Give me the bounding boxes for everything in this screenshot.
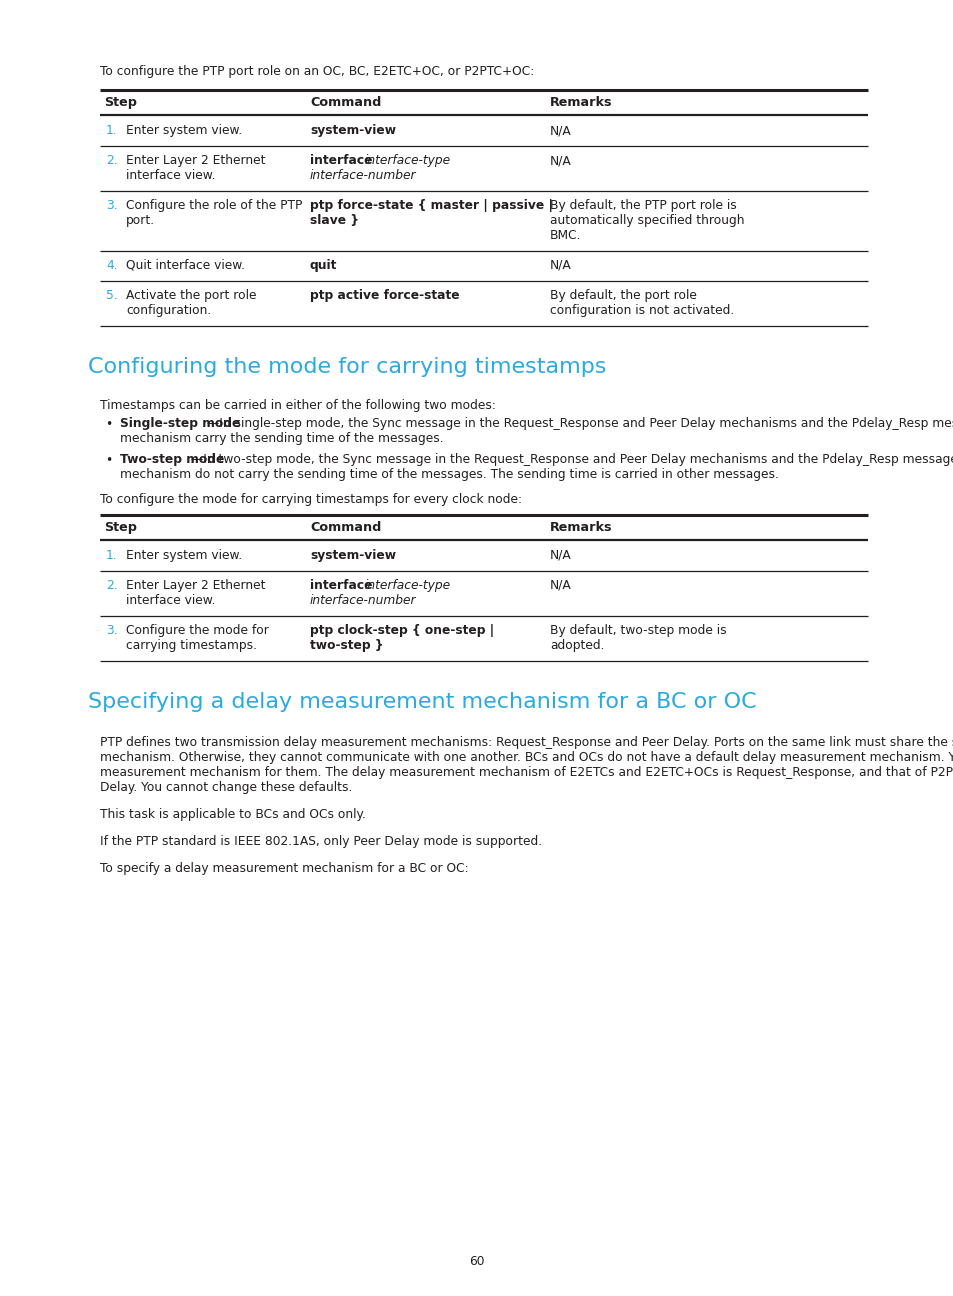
Text: To specify a delay measurement mechanism for a BC or OC:: To specify a delay measurement mechanism…: [100, 862, 468, 875]
Text: mechanism. Otherwise, they cannot communicate with one another. BCs and OCs do n: mechanism. Otherwise, they cannot commun…: [100, 750, 953, 765]
Text: Delay. You cannot change these defaults.: Delay. You cannot change these defaults.: [100, 781, 352, 794]
Text: N/A: N/A: [550, 579, 571, 592]
Text: Specifying a delay measurement mechanism for a BC or OC: Specifying a delay measurement mechanism…: [88, 692, 756, 712]
Text: —In two-step mode, the Sync message in the Request_Response and Peer Delay mecha: —In two-step mode, the Sync message in t…: [191, 454, 953, 467]
Text: quit: quit: [310, 259, 337, 272]
Text: Step: Step: [104, 96, 137, 109]
Text: interface-type: interface-type: [364, 154, 450, 167]
Text: PTP defines two transmission delay measurement mechanisms: Request_Response and : PTP defines two transmission delay measu…: [100, 736, 953, 749]
Text: Command: Command: [310, 521, 381, 534]
Text: By default, the port role: By default, the port role: [550, 289, 696, 302]
Text: ptp active force-state: ptp active force-state: [310, 289, 459, 302]
Text: This task is applicable to BCs and OCs only.: This task is applicable to BCs and OCs o…: [100, 807, 366, 820]
Text: Enter Layer 2 Ethernet: Enter Layer 2 Ethernet: [126, 579, 265, 592]
Text: 60: 60: [469, 1255, 484, 1267]
Text: 4.: 4.: [106, 259, 117, 272]
Text: Activate the port role: Activate the port role: [126, 289, 256, 302]
Text: two-step }: two-step }: [310, 639, 383, 652]
Text: configuration is not activated.: configuration is not activated.: [550, 305, 734, 318]
Text: 5.: 5.: [106, 289, 117, 302]
Text: slave }: slave }: [310, 214, 358, 227]
Text: Configure the mode for: Configure the mode for: [126, 623, 269, 638]
Text: measurement mechanism for them. The delay measurement mechanism of E2ETCs and E2: measurement mechanism for them. The dela…: [100, 766, 953, 779]
Text: interface-number: interface-number: [310, 168, 416, 181]
Text: N/A: N/A: [550, 154, 571, 167]
Text: carrying timestamps.: carrying timestamps.: [126, 639, 256, 652]
Text: configuration.: configuration.: [126, 305, 211, 318]
Text: interface-number: interface-number: [310, 594, 416, 607]
Text: Quit interface view.: Quit interface view.: [126, 259, 245, 272]
Text: Single-step mode: Single-step mode: [120, 417, 240, 430]
Text: system-view: system-view: [310, 124, 395, 137]
Text: port.: port.: [126, 214, 155, 227]
Text: Timestamps can be carried in either of the following two modes:: Timestamps can be carried in either of t…: [100, 399, 496, 412]
Text: system-view: system-view: [310, 550, 395, 562]
Text: N/A: N/A: [550, 550, 571, 562]
Text: N/A: N/A: [550, 124, 571, 137]
Text: Enter Layer 2 Ethernet: Enter Layer 2 Ethernet: [126, 154, 265, 167]
Text: 1.: 1.: [106, 550, 117, 562]
Text: interface view.: interface view.: [126, 168, 215, 181]
Text: 2.: 2.: [106, 579, 117, 592]
Text: ptp force-state { master | passive |: ptp force-state { master | passive |: [310, 200, 553, 213]
Text: automatically specified through: automatically specified through: [550, 214, 743, 227]
Text: adopted.: adopted.: [550, 639, 604, 652]
Text: Step: Step: [104, 521, 137, 534]
Text: Remarks: Remarks: [550, 96, 612, 109]
Text: Command: Command: [310, 96, 381, 109]
Text: interface: interface: [310, 154, 376, 167]
Text: Configuring the mode for carrying timestamps: Configuring the mode for carrying timest…: [88, 356, 606, 377]
Text: To configure the PTP port role on an OC, BC, E2ETC+OC, or P2PTC+OC:: To configure the PTP port role on an OC,…: [100, 65, 534, 78]
Text: •: •: [105, 454, 112, 467]
Text: •: •: [105, 419, 112, 432]
Text: If the PTP standard is IEEE 802.1AS, only Peer Delay mode is supported.: If the PTP standard is IEEE 802.1AS, onl…: [100, 835, 541, 848]
Text: 1.: 1.: [106, 124, 117, 137]
Text: mechanism do not carry the sending time of the messages. The sending time is car: mechanism do not carry the sending time …: [120, 468, 778, 481]
Text: interface-type: interface-type: [364, 579, 450, 592]
Text: To configure the mode for carrying timestamps for every clock node:: To configure the mode for carrying times…: [100, 492, 521, 505]
Text: Enter system view.: Enter system view.: [126, 124, 242, 137]
Text: Remarks: Remarks: [550, 521, 612, 534]
Text: 2.: 2.: [106, 154, 117, 167]
Text: Enter system view.: Enter system view.: [126, 550, 242, 562]
Text: interface view.: interface view.: [126, 594, 215, 607]
Text: ptp clock-step { one-step |: ptp clock-step { one-step |: [310, 623, 494, 638]
Text: BMC.: BMC.: [550, 229, 581, 242]
Text: 3.: 3.: [106, 623, 117, 638]
Text: interface: interface: [310, 579, 376, 592]
Text: —In single-step mode, the Sync message in the Request_Response and Peer Delay me: —In single-step mode, the Sync message i…: [207, 417, 953, 430]
Text: Configure the role of the PTP: Configure the role of the PTP: [126, 200, 302, 213]
Text: mechanism carry the sending time of the messages.: mechanism carry the sending time of the …: [120, 432, 443, 445]
Text: 3.: 3.: [106, 200, 117, 213]
Text: N/A: N/A: [550, 259, 571, 272]
Text: By default, the PTP port role is: By default, the PTP port role is: [550, 200, 736, 213]
Text: By default, two-step mode is: By default, two-step mode is: [550, 623, 726, 638]
Text: Two-step mode: Two-step mode: [120, 454, 224, 467]
